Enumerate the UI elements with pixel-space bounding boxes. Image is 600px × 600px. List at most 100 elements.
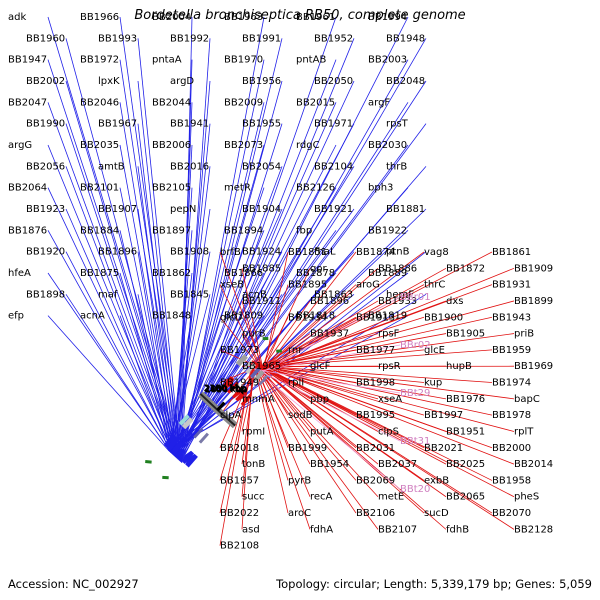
label-connector	[258, 365, 493, 383]
gene-label: BB1943	[492, 312, 531, 323]
gene-label: BB1997	[424, 410, 463, 421]
gene-label: BB2056	[26, 161, 65, 172]
label-connector	[137, 38, 182, 462]
label-connector	[255, 363, 493, 449]
gene-label: BB2000	[492, 443, 531, 454]
label-connector	[170, 272, 193, 453]
tick-label: 1900 kbp	[205, 385, 248, 395]
gene-label: BB1959	[492, 345, 531, 356]
topology-value: circular;	[333, 577, 380, 591]
gene-label: argD	[170, 76, 194, 87]
label-connector	[119, 315, 170, 452]
label-connector	[257, 364, 515, 400]
label-connector	[254, 362, 357, 481]
gene-label: priB	[514, 329, 534, 340]
tick-mark	[216, 401, 224, 410]
gene-label: BB2018	[220, 443, 259, 454]
gene-label: BB2107	[378, 524, 417, 535]
gene-label: BB2003	[368, 55, 407, 66]
tick-label: 2250 kbp	[204, 384, 247, 394]
gene-label: BB1863	[314, 289, 353, 300]
label-connector	[65, 38, 182, 463]
gene-label: BB1896	[98, 247, 137, 258]
gene-label: BB2069	[356, 475, 395, 486]
label-connector	[168, 315, 193, 451]
gene-label: pheS	[514, 492, 539, 503]
gene-label: BB1977	[356, 345, 395, 356]
label-connector	[252, 360, 379, 530]
gene-label: ptnB	[386, 247, 410, 258]
gene-label: BB1818	[296, 311, 335, 322]
gene-label: BB1922	[368, 225, 407, 236]
gene-label: BB2047	[8, 97, 47, 108]
gene-label: BB1960	[26, 33, 65, 44]
forward-cog-block	[181, 417, 194, 430]
gene-label: BB1994	[368, 12, 407, 23]
gene-label: BB1905	[446, 329, 485, 340]
gene-label: BB2009	[224, 97, 263, 108]
label-connector	[178, 59, 409, 461]
genes-value: 5,059	[559, 577, 592, 591]
gene-label: BB2031	[356, 443, 395, 454]
gene-label: BB2065	[446, 492, 485, 503]
forward-strand-arrow	[181, 450, 195, 464]
gene-label: succ	[242, 492, 265, 503]
gene-label: acnA	[80, 311, 105, 322]
accession-label: Accession:	[8, 577, 69, 591]
gene-label: BB1995	[356, 410, 395, 421]
gene-label: lpxK	[98, 76, 120, 87]
gene-label: BB1878	[296, 268, 335, 279]
label-connector	[173, 187, 337, 456]
footer-bar: Accession: NC_002927 Topology: circular;…	[8, 575, 592, 593]
gene-label: argF	[368, 97, 390, 108]
label-connector	[65, 294, 171, 453]
gene-label: thrB	[386, 161, 407, 172]
gene-label: BB1923	[26, 204, 65, 215]
gene-label: BB2054	[242, 161, 281, 172]
label-connector	[172, 208, 283, 456]
gene-label: BB2016	[170, 161, 209, 172]
gene-label: BB2006	[152, 140, 191, 151]
gene-label: fhaL	[314, 247, 336, 258]
length-label: Length:	[383, 577, 428, 591]
label-connector	[169, 294, 211, 452]
gene-label: rpsF	[378, 329, 400, 340]
label-connector	[259, 349, 289, 368]
genome-stats: Topology: circular; Length: 5,339,179 bp…	[276, 577, 592, 591]
reverse-cog-block	[235, 354, 248, 367]
gene-label: hupB	[446, 361, 472, 372]
gene-label: BB2126	[296, 183, 335, 194]
gene-label: BB1875	[80, 268, 119, 279]
gene-labels: adk BB1966 BB2004 BB1963 BB1961 BB1994 BB1960 B…	[8, 12, 553, 552]
gene-label: BB2015	[296, 97, 335, 108]
label-connector	[257, 365, 447, 400]
gene-label: BB1876	[8, 225, 47, 236]
forward-strand-arrow	[185, 453, 198, 468]
gene-label: BBt31	[400, 436, 430, 447]
tick-label: 1850 kbp	[205, 385, 248, 395]
gene-label: BB1954	[310, 459, 349, 470]
forward-strand-arrow	[171, 441, 184, 455]
label-connector	[241, 300, 263, 370]
gene-label: asd	[242, 524, 260, 535]
gene-label: BB2022	[220, 508, 259, 519]
gene-label: xseA	[378, 394, 402, 405]
label-connector	[256, 344, 401, 373]
accession-value: NC_002927	[72, 577, 139, 591]
gene-label: BBr01	[400, 292, 431, 303]
gene-label: BB1907	[98, 204, 137, 215]
gene-label: metE	[378, 492, 404, 503]
gene-label: BB1909	[514, 263, 553, 274]
label-connector	[174, 166, 355, 457]
gene-label: BB2014	[514, 459, 553, 470]
gene-label: BB1913	[356, 312, 395, 323]
label-connector	[119, 187, 175, 457]
gene-label: BB1990	[26, 119, 65, 130]
label-connector	[241, 333, 261, 369]
gene-label: BB2105	[152, 183, 191, 194]
gene-label: BBt20	[400, 484, 430, 495]
forward-strand-arrow	[166, 437, 180, 451]
gene-label: BB2021	[424, 443, 463, 454]
label-connector	[260, 316, 493, 369]
gene-label: fdhB	[446, 524, 469, 535]
